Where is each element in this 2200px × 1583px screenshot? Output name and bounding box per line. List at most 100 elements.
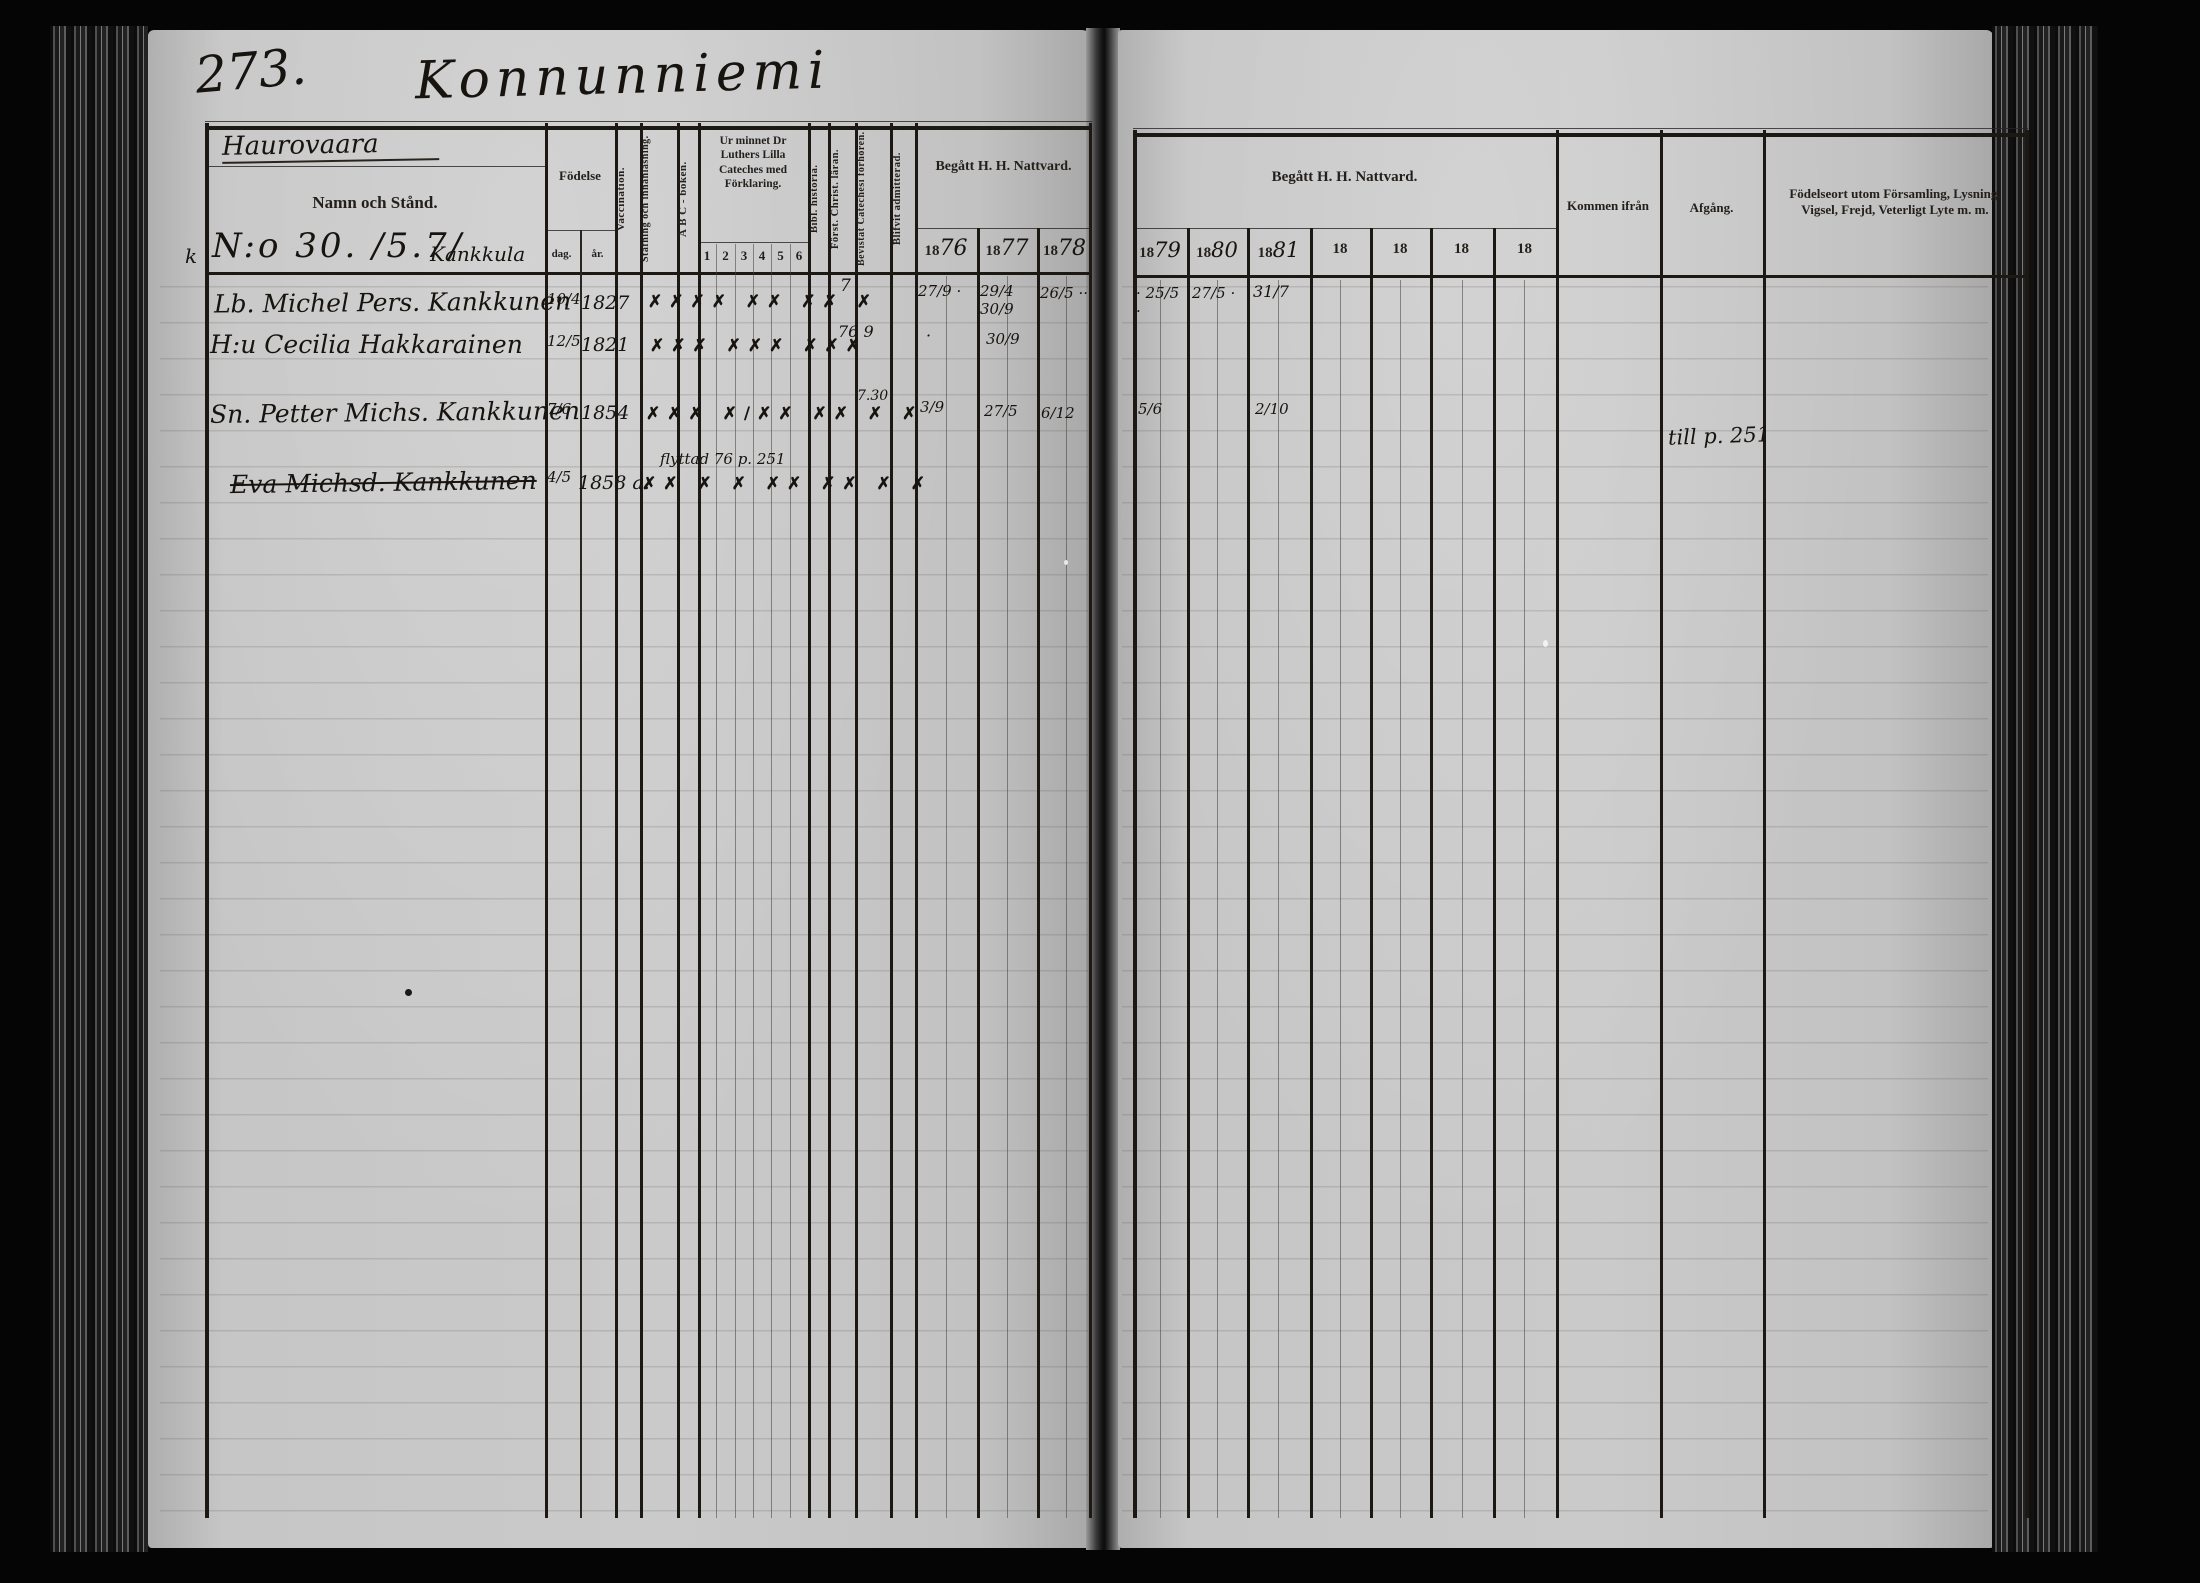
- village-name: Haurovaara: [221, 128, 439, 164]
- grid-line-v: [1278, 280, 1279, 1518]
- grid-line-v: [753, 244, 754, 1518]
- left-book-edge: [50, 26, 148, 1552]
- row-reading-marks: ✗✗✗ ✗/✗✗ ✗✗ ✗ ✗: [646, 404, 924, 424]
- birthplace-header: Födelseort utom Församling, Lysning, Vig…: [1789, 186, 2001, 218]
- name-column-header: Namn och Stånd.: [312, 193, 438, 212]
- grid-line-v: [790, 244, 791, 1518]
- right-book-edge: [1992, 26, 2098, 1552]
- communion-header-left: Begått H. H. Nattvard.: [935, 159, 1072, 174]
- scan-speck: [405, 989, 412, 996]
- ruled-lines-left: [160, 286, 1088, 1516]
- grid-line-v: [828, 123, 831, 1518]
- row-birth-day: 7/6: [547, 400, 572, 418]
- row-name: H:u Cecilia Hakkarainen: [210, 330, 523, 359]
- row-birth-year: 1854: [581, 402, 630, 424]
- admitted-header: Blifvit admitterad.: [892, 152, 903, 246]
- grid-line-v: [2025, 130, 2029, 1518]
- grid-line-v: [640, 123, 643, 1518]
- row-attended-mark: 7.30: [857, 388, 889, 404]
- grid-line-h: [698, 242, 808, 243]
- christian-doctrine-header: Först. Christ. läran.: [830, 148, 841, 250]
- grid-line-v: [1763, 130, 1766, 1518]
- year-header-blank: 18: [1454, 241, 1469, 257]
- row-birth-year: 1858 a.: [578, 472, 650, 494]
- grid-line-v: [1007, 276, 1008, 1518]
- grid-line-v: [915, 123, 918, 1518]
- grid-line-v: [1310, 228, 1313, 1518]
- scan-speck: [1064, 560, 1068, 565]
- grid-line-v: [1217, 280, 1218, 1518]
- grid-line-h: [205, 121, 1092, 122]
- catechism-subcol: 6: [795, 248, 803, 263]
- row-communion-1878: 26/5 ··: [1040, 284, 1088, 302]
- grid-line-v: [1160, 280, 1161, 1518]
- departure-header: Afgång.: [1689, 200, 1734, 215]
- year-header-1880: 1880: [1196, 238, 1238, 262]
- grid-line-v: [1037, 228, 1040, 1518]
- ruled-lines-right: [1122, 286, 1988, 1516]
- row-birth-day: 10/4: [547, 290, 581, 308]
- year-header-1877: 1877: [985, 236, 1029, 261]
- grid-line-v: [1089, 123, 1092, 1518]
- household-number: N:o 30. /5.7/: [212, 226, 465, 266]
- row-communion-1881: 31/7: [1253, 282, 1289, 301]
- row-communion-1881: 2/10: [1255, 400, 1289, 418]
- grid-line-h: [208, 166, 545, 167]
- grid-line-v: [771, 244, 772, 1518]
- grid-line-v: [1524, 280, 1525, 1518]
- year-header-blank: 18: [1332, 241, 1348, 257]
- birth-year-header: år.: [591, 248, 604, 260]
- row-communion-1879: 5/6: [1138, 400, 1163, 418]
- row-birth-day: 12/5: [547, 332, 581, 350]
- row-birth-year: 1821: [581, 334, 630, 356]
- grid-line-v: [1660, 130, 1663, 1518]
- year-header-1881: 1881: [1257, 238, 1300, 262]
- row-communion-1879: · 25/5 ·: [1136, 284, 1180, 320]
- grid-line-h: [915, 228, 1092, 229]
- grid-line-v: [1370, 228, 1373, 1518]
- year-header-1879: 1879: [1139, 238, 1181, 262]
- row-reading-marks: ✗✗ ✗ ✗ ✗✗ ✗✗ ✗ ✗: [642, 474, 932, 494]
- row-doctrine-mark: 76 9: [838, 322, 874, 341]
- catechism-subcol: 4: [758, 248, 766, 263]
- grid-line-v: [205, 123, 209, 1518]
- grid-line-v: [1187, 228, 1190, 1518]
- grid-line-v: [1133, 130, 1137, 1518]
- row-communion-1877: 30/9: [986, 330, 1020, 348]
- grid-line-v: [1066, 276, 1067, 1518]
- grid-line-v: [855, 123, 858, 1518]
- catechism-subcol: 2: [722, 248, 729, 263]
- row-communion-1876: 27/9 ·: [918, 282, 962, 300]
- row-communion-1877: 27/5: [984, 402, 1018, 420]
- row-communion-1876: ·: [926, 326, 932, 345]
- grid-line-v: [615, 123, 618, 1518]
- row-name: Sn. Petter Michs. Kankkunen: [209, 396, 581, 429]
- reading-header: Stafning och innanläsning.: [640, 135, 651, 263]
- year-header-1878: 1878: [1043, 236, 1086, 261]
- grid-line-v: [1462, 280, 1463, 1518]
- vaccination-header: Vaccination.: [615, 167, 627, 231]
- grid-line-v: [716, 244, 717, 1518]
- year-header-blank: 18: [1392, 241, 1408, 257]
- grid-line-v: [698, 123, 701, 1518]
- row-communion-1880: 27/5 ·: [1192, 284, 1236, 302]
- row-communion-1876: 3/9: [920, 398, 945, 416]
- grid-line-v: [1247, 228, 1250, 1518]
- grid-line-v: [580, 230, 582, 1518]
- attended-exams-header: Bevistat Catechesi förhören.: [856, 131, 867, 267]
- row-reading-marks: ✗✗✗ ✗✗✗ ✗✗✗: [650, 336, 868, 356]
- row-communion-1877: 29/4 30/9: [980, 282, 1014, 318]
- catechism-subcol: 1: [703, 248, 711, 263]
- scan-speck: [1543, 640, 1548, 647]
- grid-line-v: [808, 123, 811, 1518]
- row-birth-year: 1827: [581, 292, 630, 314]
- year-header-1876: 1876: [924, 236, 968, 261]
- row-birth-day: 4/5: [547, 468, 572, 486]
- row-note: flyttad 76 p. 251: [660, 450, 786, 468]
- communion-header-right: Begått H. H. Nattvard.: [1271, 169, 1418, 185]
- catechism-subcol: 3: [740, 248, 748, 263]
- margin-note: k: [185, 244, 198, 268]
- grid-line-v: [977, 228, 980, 1518]
- page-title: Konnunniemi: [414, 40, 832, 112]
